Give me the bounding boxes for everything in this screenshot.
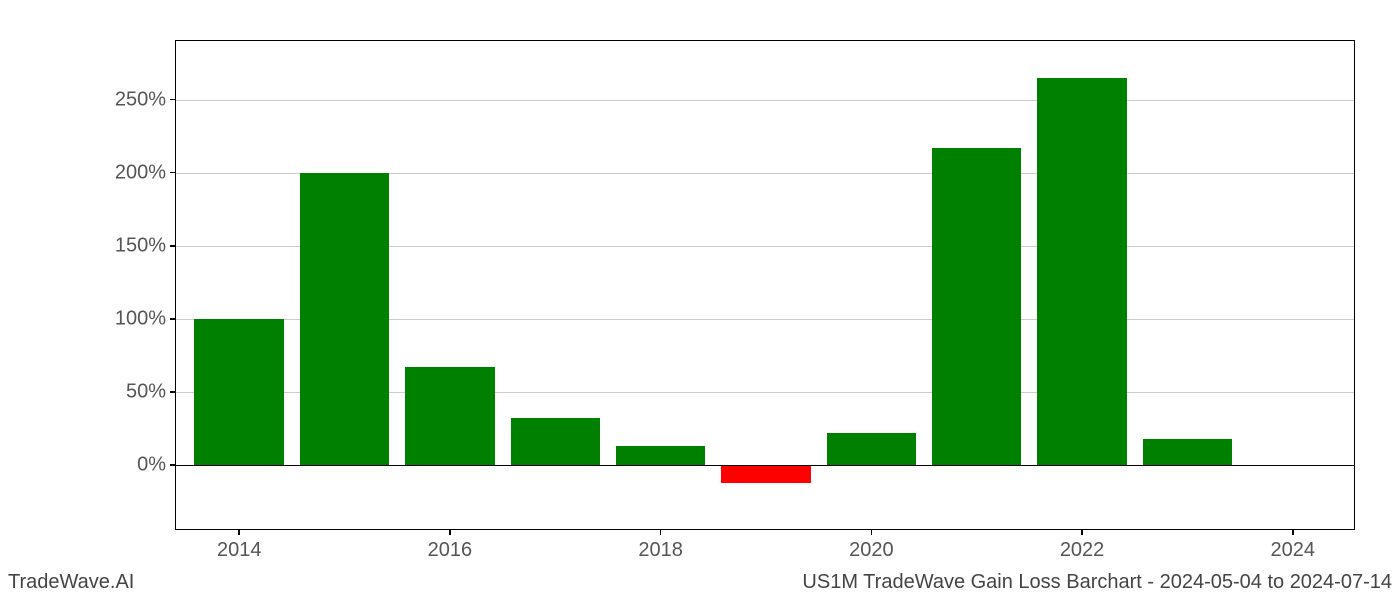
- bar: [827, 433, 917, 465]
- zero-line: [176, 465, 1354, 466]
- plot-area: 0%50%100%150%200%250%2014201620182020202…: [175, 40, 1355, 530]
- ytick-label: 0%: [137, 454, 176, 477]
- bar: [932, 148, 1022, 465]
- footer-right-text: US1M TradeWave Gain Loss Barchart - 2024…: [802, 571, 1392, 594]
- bar: [1143, 439, 1233, 465]
- gridline: [176, 100, 1354, 101]
- xtick-label: 2020: [849, 529, 894, 562]
- bar: [194, 319, 284, 465]
- chart-container: 0% 50% 100% 150% 200% 250% 2014 2016 2018 2020 202…: [0, 0, 1400, 600]
- bar: [721, 465, 811, 483]
- ytick-label: 100%: [115, 307, 176, 330]
- bar: [616, 446, 706, 465]
- ytick-label: 150%: [115, 234, 176, 257]
- bar: [1037, 78, 1127, 466]
- bar: [405, 367, 495, 465]
- ytick-label: 50%: [126, 381, 176, 404]
- ytick-label: 200%: [115, 161, 176, 184]
- bar: [300, 173, 390, 466]
- xtick-label: 2018: [638, 529, 683, 562]
- xtick-label: 2014: [217, 529, 262, 562]
- xtick-label: 2024: [1271, 529, 1316, 562]
- ytick-label: 250%: [115, 88, 176, 111]
- xtick-label: 2016: [428, 529, 473, 562]
- footer-left-text: TradeWave.AI: [8, 571, 134, 594]
- xtick-label: 2022: [1060, 529, 1105, 562]
- bar: [511, 418, 601, 465]
